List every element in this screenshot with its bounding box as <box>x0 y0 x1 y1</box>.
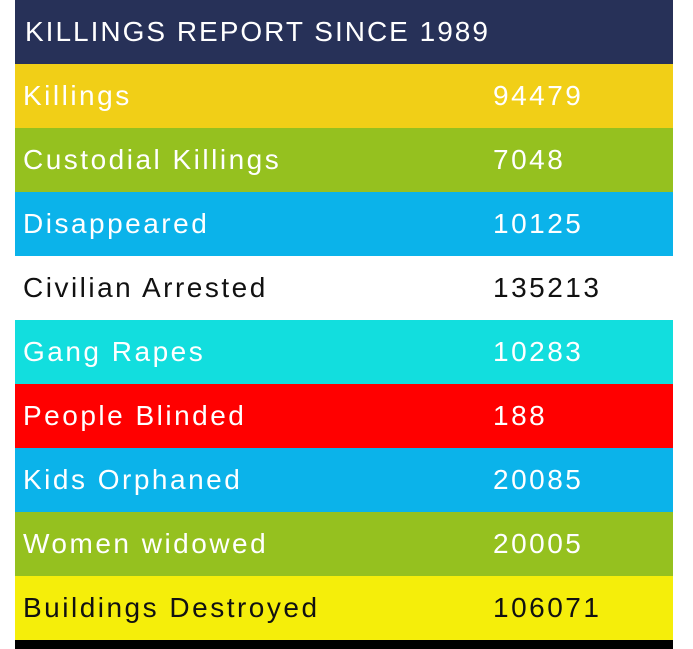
table-row: Killings 94479 <box>15 64 673 128</box>
row-value: 7048 <box>493 144 566 175</box>
row-label: Custodial Killings <box>23 144 282 175</box>
row-label: Civilian Arrested <box>23 272 268 303</box>
row-value: 10125 <box>493 208 584 239</box>
table-row: Disappeared 10125 <box>15 192 673 256</box>
row-value: 94479 <box>493 80 584 111</box>
table-row: Gang Rapes 10283 <box>15 320 673 384</box>
table-row: Civilian Arrested 135213 <box>15 256 673 320</box>
row-label: Buildings Destroyed <box>23 592 320 623</box>
row-value: 106071 <box>493 592 602 623</box>
row-value: 10283 <box>493 336 584 367</box>
row-label: Kids Orphaned <box>23 464 243 495</box>
table-row: Custodial Killings 7048 <box>15 128 673 192</box>
table-row: Buildings Destroyed 106071 <box>15 576 673 640</box>
row-label: Gang Rapes <box>23 336 206 367</box>
table-row: Kids Orphaned 20085 <box>15 448 673 512</box>
row-label: Women widowed <box>23 528 269 559</box>
row-value: 135213 <box>493 272 602 303</box>
row-value: 20005 <box>493 528 584 559</box>
bottom-divider <box>15 640 673 649</box>
report-title: KILLINGS REPORT SINCE 1989 <box>15 0 673 64</box>
killings-report-table: KILLINGS REPORT SINCE 1989 Killings 9447… <box>15 0 673 640</box>
table-row: Women widowed 20005 <box>15 512 673 576</box>
row-label: People Blinded <box>23 400 247 431</box>
row-value: 20085 <box>493 464 584 495</box>
table-row: People Blinded 188 <box>15 384 673 448</box>
row-label: Killings <box>23 80 132 111</box>
row-label: Disappeared <box>23 208 210 239</box>
row-value: 188 <box>493 400 548 431</box>
